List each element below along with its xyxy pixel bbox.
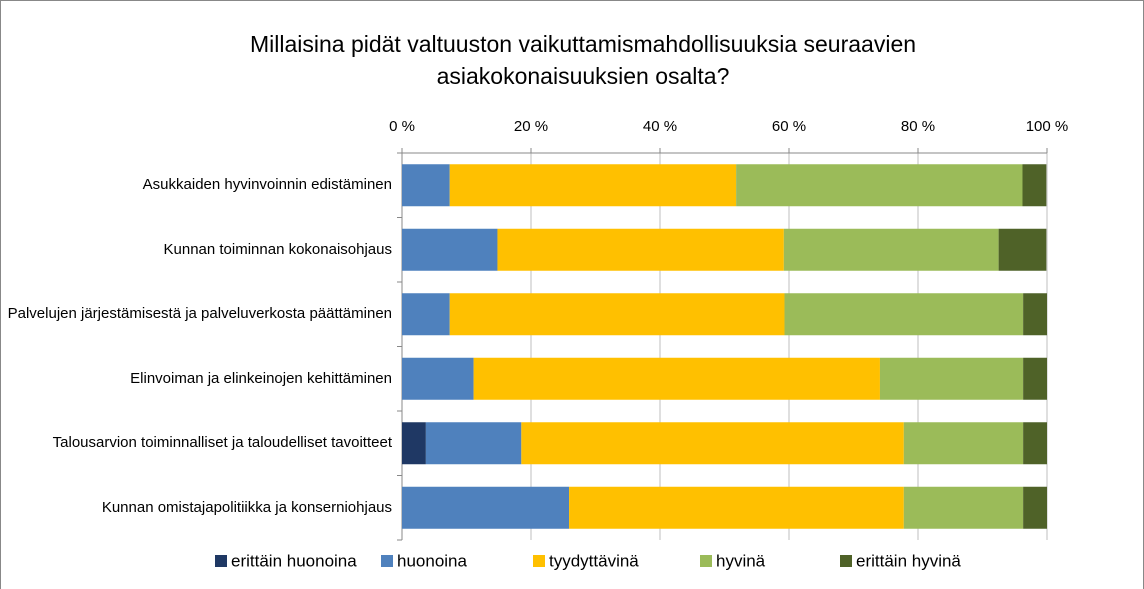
legend-swatch <box>840 555 852 567</box>
y-tick-label: Kunnan omistajapolitiikka ja konserniohj… <box>2 497 392 519</box>
bar-segment <box>402 293 450 336</box>
legend-label: erittäin hyvinä <box>856 551 961 570</box>
bar-segment <box>402 228 498 271</box>
bar-segment <box>569 486 904 529</box>
bar-segment <box>497 228 784 271</box>
legend-label: erittäin huonoina <box>231 551 357 570</box>
bar-segment <box>521 422 904 465</box>
legend-label: tyydyttävinä <box>549 551 639 570</box>
bar-segment <box>402 357 474 400</box>
x-tick-label: 0 % <box>389 118 415 135</box>
bar-segment <box>402 422 426 465</box>
y-tick-label: Asukkaiden hyvinvoinnin edistäminen <box>2 174 392 196</box>
bar-segment <box>1023 357 1047 400</box>
x-tick-label: 20 % <box>514 118 548 135</box>
y-tick-label: Kunnan toiminnan kokonaisohjaus <box>2 239 393 261</box>
bar-segment <box>736 164 1023 207</box>
bar-segment <box>473 357 880 400</box>
bar-segment <box>879 357 1024 400</box>
y-tick-label: Palvelujen järjestämisestä ja palveluver… <box>2 303 392 325</box>
y-tick-text: Talousarvion toiminnalliset ja taloudell… <box>52 434 392 452</box>
chart-title: Millaisina pidät valtuuston vaikuttamism… <box>249 31 917 89</box>
x-tick-label: 100 % <box>1026 118 1069 135</box>
legend-swatch <box>215 555 227 567</box>
legend-label: huonoina <box>397 551 468 570</box>
y-tick-label: Elinvoiman ja elinkeinojen kehittäminen <box>2 368 392 390</box>
bar-segment <box>1023 422 1047 465</box>
bar-segment <box>903 486 1024 529</box>
bar-segment <box>1022 164 1047 207</box>
bar-segment <box>449 293 785 336</box>
x-tick-label: 80 % <box>901 118 935 135</box>
x-tick-label: 60 % <box>772 118 806 135</box>
bar-segment <box>1023 293 1047 336</box>
y-tick-text: Asukkaiden hyvinvoinnin edistäminen <box>142 176 392 194</box>
bar-segment <box>425 422 522 465</box>
bar-segment <box>998 228 1047 271</box>
legend-label: hyvinä <box>716 551 766 570</box>
bar-segment <box>784 293 1024 336</box>
bar-segment <box>449 164 737 207</box>
legend-swatch <box>533 555 545 567</box>
bar-segment <box>1023 486 1047 529</box>
y-tick-label: Talousarvion toiminnalliset ja taloudell… <box>2 432 392 454</box>
y-tick-text: Kunnan omistajapolitiikka ja konserniohj… <box>101 498 392 516</box>
legend-swatch <box>381 555 393 567</box>
bar-segment <box>402 486 570 529</box>
bar-segment <box>402 164 450 207</box>
bar-segment <box>783 228 999 271</box>
x-tick-label: 40 % <box>643 118 677 135</box>
legend-swatch <box>700 555 712 567</box>
y-tick-text: Elinvoiman ja elinkeinojen kehittäminen <box>130 369 392 387</box>
y-tick-text: Palvelujen järjestämisestä ja palveluver… <box>7 305 392 323</box>
y-tick-text: Kunnan toiminnan kokonaisohjaus <box>163 240 393 258</box>
bar-segment <box>903 422 1024 465</box>
